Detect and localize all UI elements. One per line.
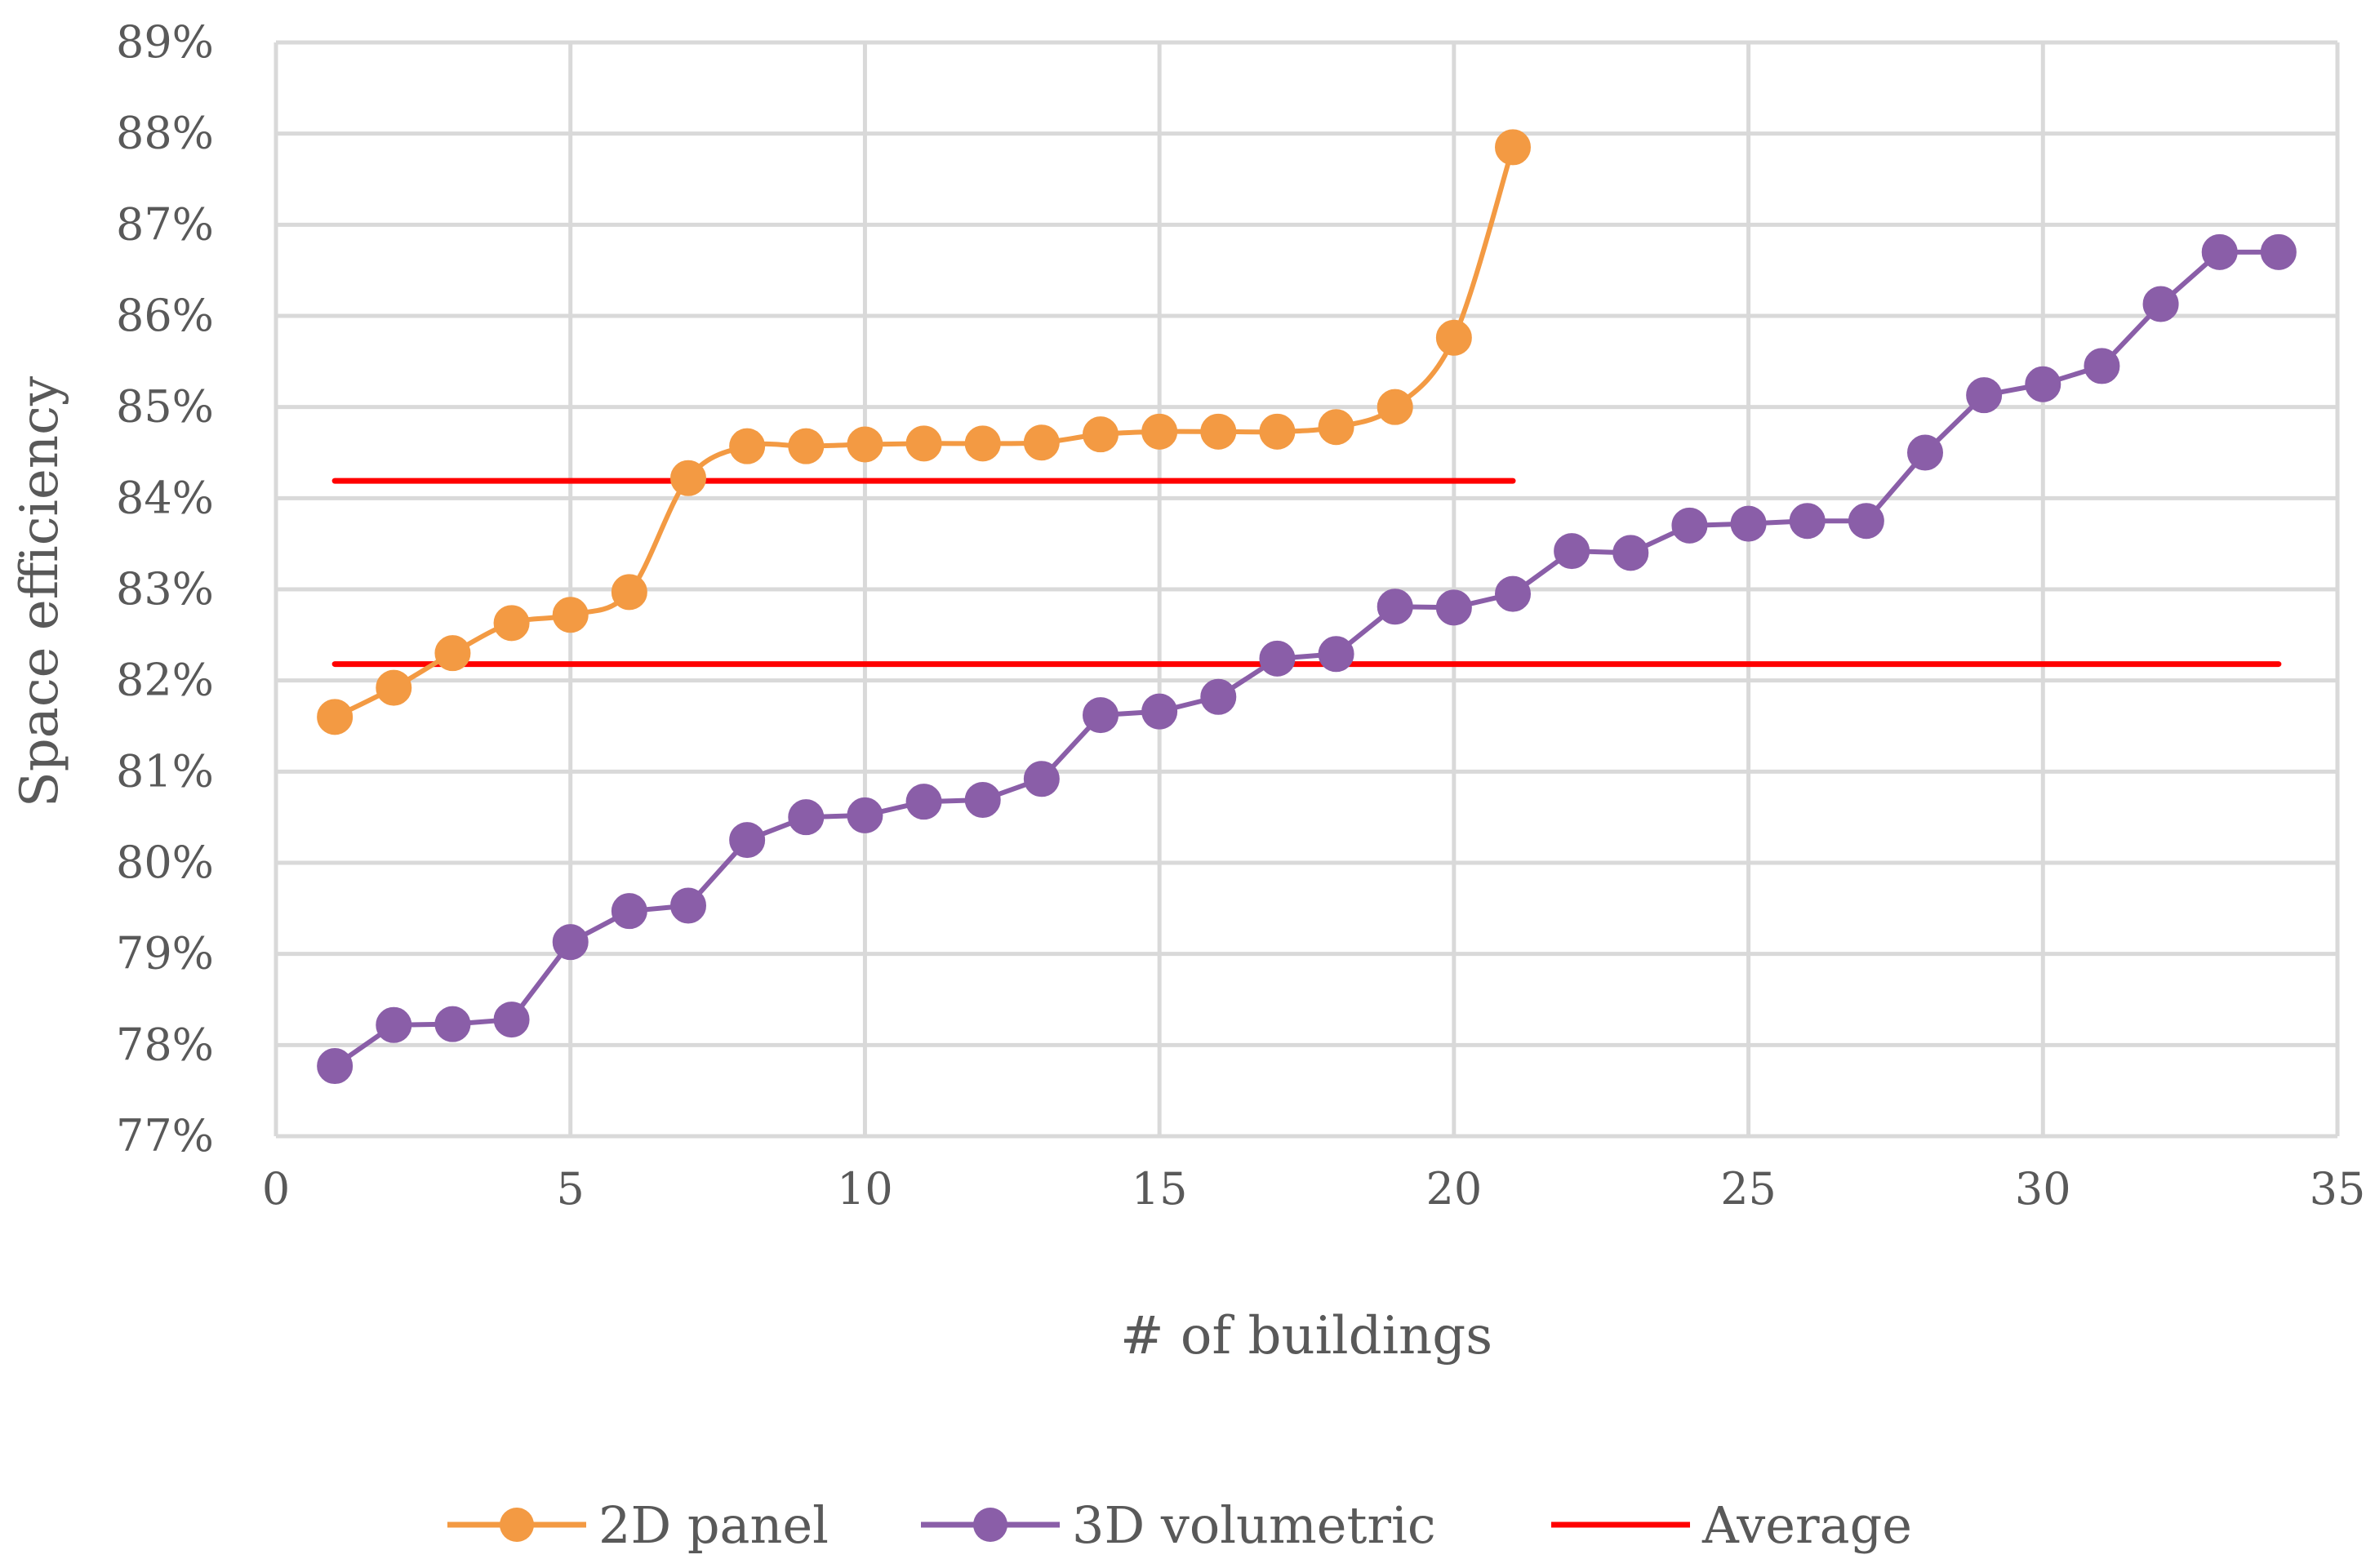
- data-point: [964, 781, 1001, 818]
- data-point: [1435, 319, 1472, 356]
- data-point: [1141, 693, 1178, 730]
- data-point: [611, 893, 647, 930]
- x-tick-label: 15: [1132, 1163, 1188, 1215]
- x-tick-label: 10: [837, 1163, 893, 1215]
- data-point: [1318, 636, 1354, 673]
- legend-label: Average: [1701, 1495, 1912, 1555]
- data-point: [1200, 678, 1237, 715]
- y-tick-label: 89%: [116, 16, 214, 68]
- data-point: [317, 699, 354, 735]
- y-tick-label: 80%: [116, 837, 214, 888]
- data-point: [1612, 535, 1649, 571]
- data-point: [788, 799, 825, 836]
- legend-item-2d-panel: 2D panel: [447, 1495, 829, 1555]
- x-tick-label: 25: [1720, 1163, 1777, 1215]
- legend-label: 3D volumetric: [1072, 1495, 1436, 1555]
- data-point: [1730, 505, 1767, 542]
- data-point: [2025, 366, 2061, 402]
- data-point: [1848, 503, 1884, 540]
- data-point: [1671, 507, 1708, 544]
- data-point: [2084, 348, 2120, 384]
- data-point: [1200, 413, 1237, 450]
- data-point: [1141, 413, 1178, 450]
- data-point: [2142, 286, 2179, 322]
- data-point: [847, 426, 883, 463]
- data-point: [434, 635, 471, 672]
- data-point: [552, 597, 589, 633]
- series-line: [332, 249, 2281, 1069]
- data-point: [2260, 233, 2297, 270]
- legend-item-3d-volumetric: 3D volumetric: [921, 1495, 1436, 1555]
- data-point: [1495, 129, 1531, 166]
- data-point: [1083, 416, 1119, 453]
- data-point: [1495, 575, 1531, 612]
- legend-label: 2D panel: [598, 1495, 829, 1555]
- data-point: [905, 784, 942, 820]
- data-point: [1023, 761, 1060, 797]
- legend-item-average: Average: [1551, 1495, 1912, 1555]
- data-point: [1377, 589, 1413, 625]
- x-tick-label: 5: [557, 1163, 585, 1215]
- data-point: [1318, 409, 1354, 446]
- y-tick-label: 87%: [116, 198, 214, 250]
- data-point: [964, 425, 1001, 462]
- legend-swatch-marker: [973, 1508, 1007, 1542]
- data-point: [1789, 503, 1826, 540]
- series-3d-volumetric: [317, 233, 2297, 1085]
- x-tick-label: 30: [2015, 1163, 2071, 1215]
- x-tick-label: 35: [2310, 1163, 2366, 1215]
- data-point: [1435, 589, 1472, 626]
- data-point: [552, 924, 589, 961]
- y-tick-label: 86%: [116, 290, 214, 341]
- grid: [274, 40, 2340, 1139]
- y-tick-label: 78%: [116, 1019, 214, 1070]
- x-axis-ticks: 0 5 10 15 20 25 30 35: [262, 1163, 2366, 1215]
- data-point: [376, 1006, 412, 1043]
- data-point: [1023, 424, 1060, 461]
- data-point: [670, 460, 706, 496]
- data-point: [1907, 434, 1943, 471]
- data-point: [670, 887, 706, 924]
- y-tick-label: 83%: [116, 563, 214, 615]
- legend-swatch-marker: [500, 1508, 534, 1542]
- legend: 2D panel 3D volumetric Average: [447, 1495, 1912, 1555]
- data-point: [493, 1002, 530, 1038]
- y-axis-ticks: 77% 78% 79% 80% 81% 82% 83% 84% 85% 86% 87% 88% 89%: [116, 16, 214, 1162]
- data-point: [1259, 640, 1296, 677]
- series-layer: [317, 129, 2297, 1085]
- data-point: [729, 822, 766, 859]
- data-point: [847, 797, 883, 833]
- data-point: [317, 1048, 354, 1085]
- data-point: [493, 605, 530, 642]
- y-tick-label: 79%: [116, 928, 214, 979]
- data-point: [729, 428, 766, 464]
- data-point: [905, 425, 942, 462]
- data-point: [788, 428, 825, 464]
- data-point: [1554, 533, 1590, 570]
- data-point: [2201, 233, 2238, 270]
- y-tick-label: 85%: [116, 381, 214, 433]
- x-tick-label: 0: [262, 1163, 290, 1215]
- y-axis-title: Space efficiency: [10, 376, 70, 807]
- y-tick-label: 88%: [116, 108, 214, 159]
- data-point: [376, 669, 412, 706]
- data-point: [434, 1006, 471, 1042]
- y-tick-label: 82%: [116, 655, 214, 706]
- data-point: [1259, 413, 1296, 450]
- y-tick-label: 77%: [116, 1110, 214, 1162]
- y-tick-label: 81%: [116, 745, 214, 797]
- y-tick-label: 84%: [116, 472, 214, 523]
- data-point: [1377, 389, 1413, 425]
- data-point: [611, 574, 647, 611]
- x-axis-title: # of buildings: [1120, 1306, 1492, 1366]
- x-tick-label: 20: [1425, 1163, 1482, 1215]
- data-point: [1966, 377, 2003, 414]
- data-point: [1083, 697, 1119, 734]
- series-2d-panel: [317, 129, 1531, 735]
